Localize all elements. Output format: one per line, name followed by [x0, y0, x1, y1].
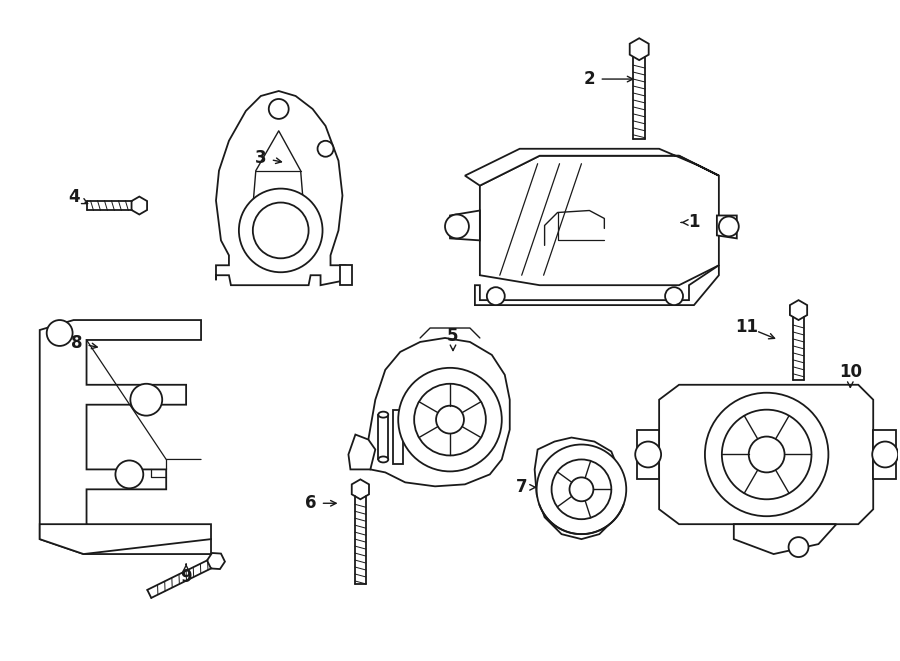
Circle shape [130, 384, 162, 416]
Polygon shape [734, 524, 836, 554]
Polygon shape [465, 149, 719, 186]
Circle shape [749, 436, 785, 473]
Polygon shape [393, 410, 403, 465]
Text: 8: 8 [71, 334, 82, 352]
Circle shape [552, 459, 611, 519]
Circle shape [47, 320, 73, 346]
Polygon shape [40, 320, 211, 554]
Circle shape [238, 188, 322, 272]
Polygon shape [475, 265, 719, 305]
Text: 2: 2 [583, 70, 595, 88]
Polygon shape [450, 210, 480, 241]
Circle shape [635, 442, 662, 467]
Polygon shape [535, 438, 621, 539]
Text: 9: 9 [180, 568, 192, 586]
Circle shape [487, 287, 505, 305]
Text: 3: 3 [255, 149, 266, 167]
Text: 11: 11 [735, 318, 758, 336]
Circle shape [398, 368, 502, 471]
Circle shape [722, 410, 812, 499]
Circle shape [788, 537, 808, 557]
Polygon shape [131, 196, 147, 214]
Polygon shape [348, 434, 375, 469]
Polygon shape [637, 430, 659, 479]
Polygon shape [630, 38, 649, 60]
Polygon shape [216, 91, 346, 285]
Text: 5: 5 [447, 327, 459, 345]
Circle shape [318, 141, 334, 157]
Polygon shape [40, 524, 211, 554]
Circle shape [445, 214, 469, 239]
Circle shape [570, 477, 593, 501]
Text: 6: 6 [305, 494, 316, 512]
Polygon shape [378, 414, 388, 459]
Circle shape [872, 442, 898, 467]
Polygon shape [790, 300, 807, 320]
Circle shape [414, 384, 486, 455]
Circle shape [436, 406, 464, 434]
Circle shape [719, 217, 739, 237]
Polygon shape [480, 156, 719, 285]
Polygon shape [717, 215, 737, 239]
Polygon shape [368, 338, 509, 486]
Circle shape [536, 444, 626, 534]
Text: 7: 7 [516, 479, 527, 496]
Circle shape [705, 393, 828, 516]
Circle shape [665, 287, 683, 305]
Text: 4: 4 [68, 188, 79, 206]
Polygon shape [340, 265, 353, 285]
Circle shape [115, 461, 143, 488]
Polygon shape [207, 553, 225, 569]
Polygon shape [352, 479, 369, 499]
Ellipse shape [378, 412, 388, 418]
Polygon shape [873, 430, 896, 479]
Text: 10: 10 [839, 363, 862, 381]
Circle shape [269, 99, 289, 119]
Ellipse shape [378, 457, 388, 463]
Polygon shape [659, 385, 873, 524]
Circle shape [253, 202, 309, 258]
Text: 1: 1 [688, 214, 699, 231]
